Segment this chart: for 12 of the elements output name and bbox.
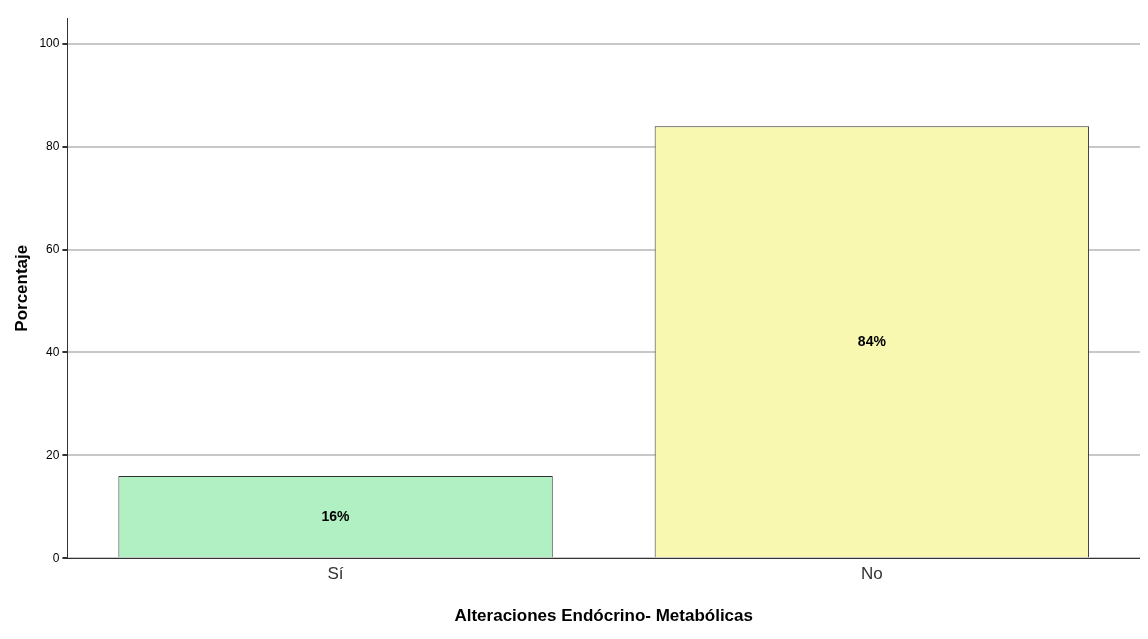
x-tick-label: No [860, 564, 883, 584]
y-tick-label: 100 [39, 36, 60, 51]
y-tick-label: 0 [52, 550, 60, 565]
data-label: 84% [857, 333, 887, 350]
y-tick-label: 20 [46, 447, 60, 462]
y-axis-title: Porcentaje [11, 244, 31, 332]
data-label: 16% [321, 507, 351, 524]
x-axis-title: Alteraciones Endócrino- Metabólicas [454, 606, 753, 626]
x-tick-label: Sí [327, 564, 344, 584]
y-tick-label: 60 [46, 241, 60, 256]
y-tick-label: 80 [46, 139, 60, 154]
y-tick-label: 40 [46, 344, 60, 359]
